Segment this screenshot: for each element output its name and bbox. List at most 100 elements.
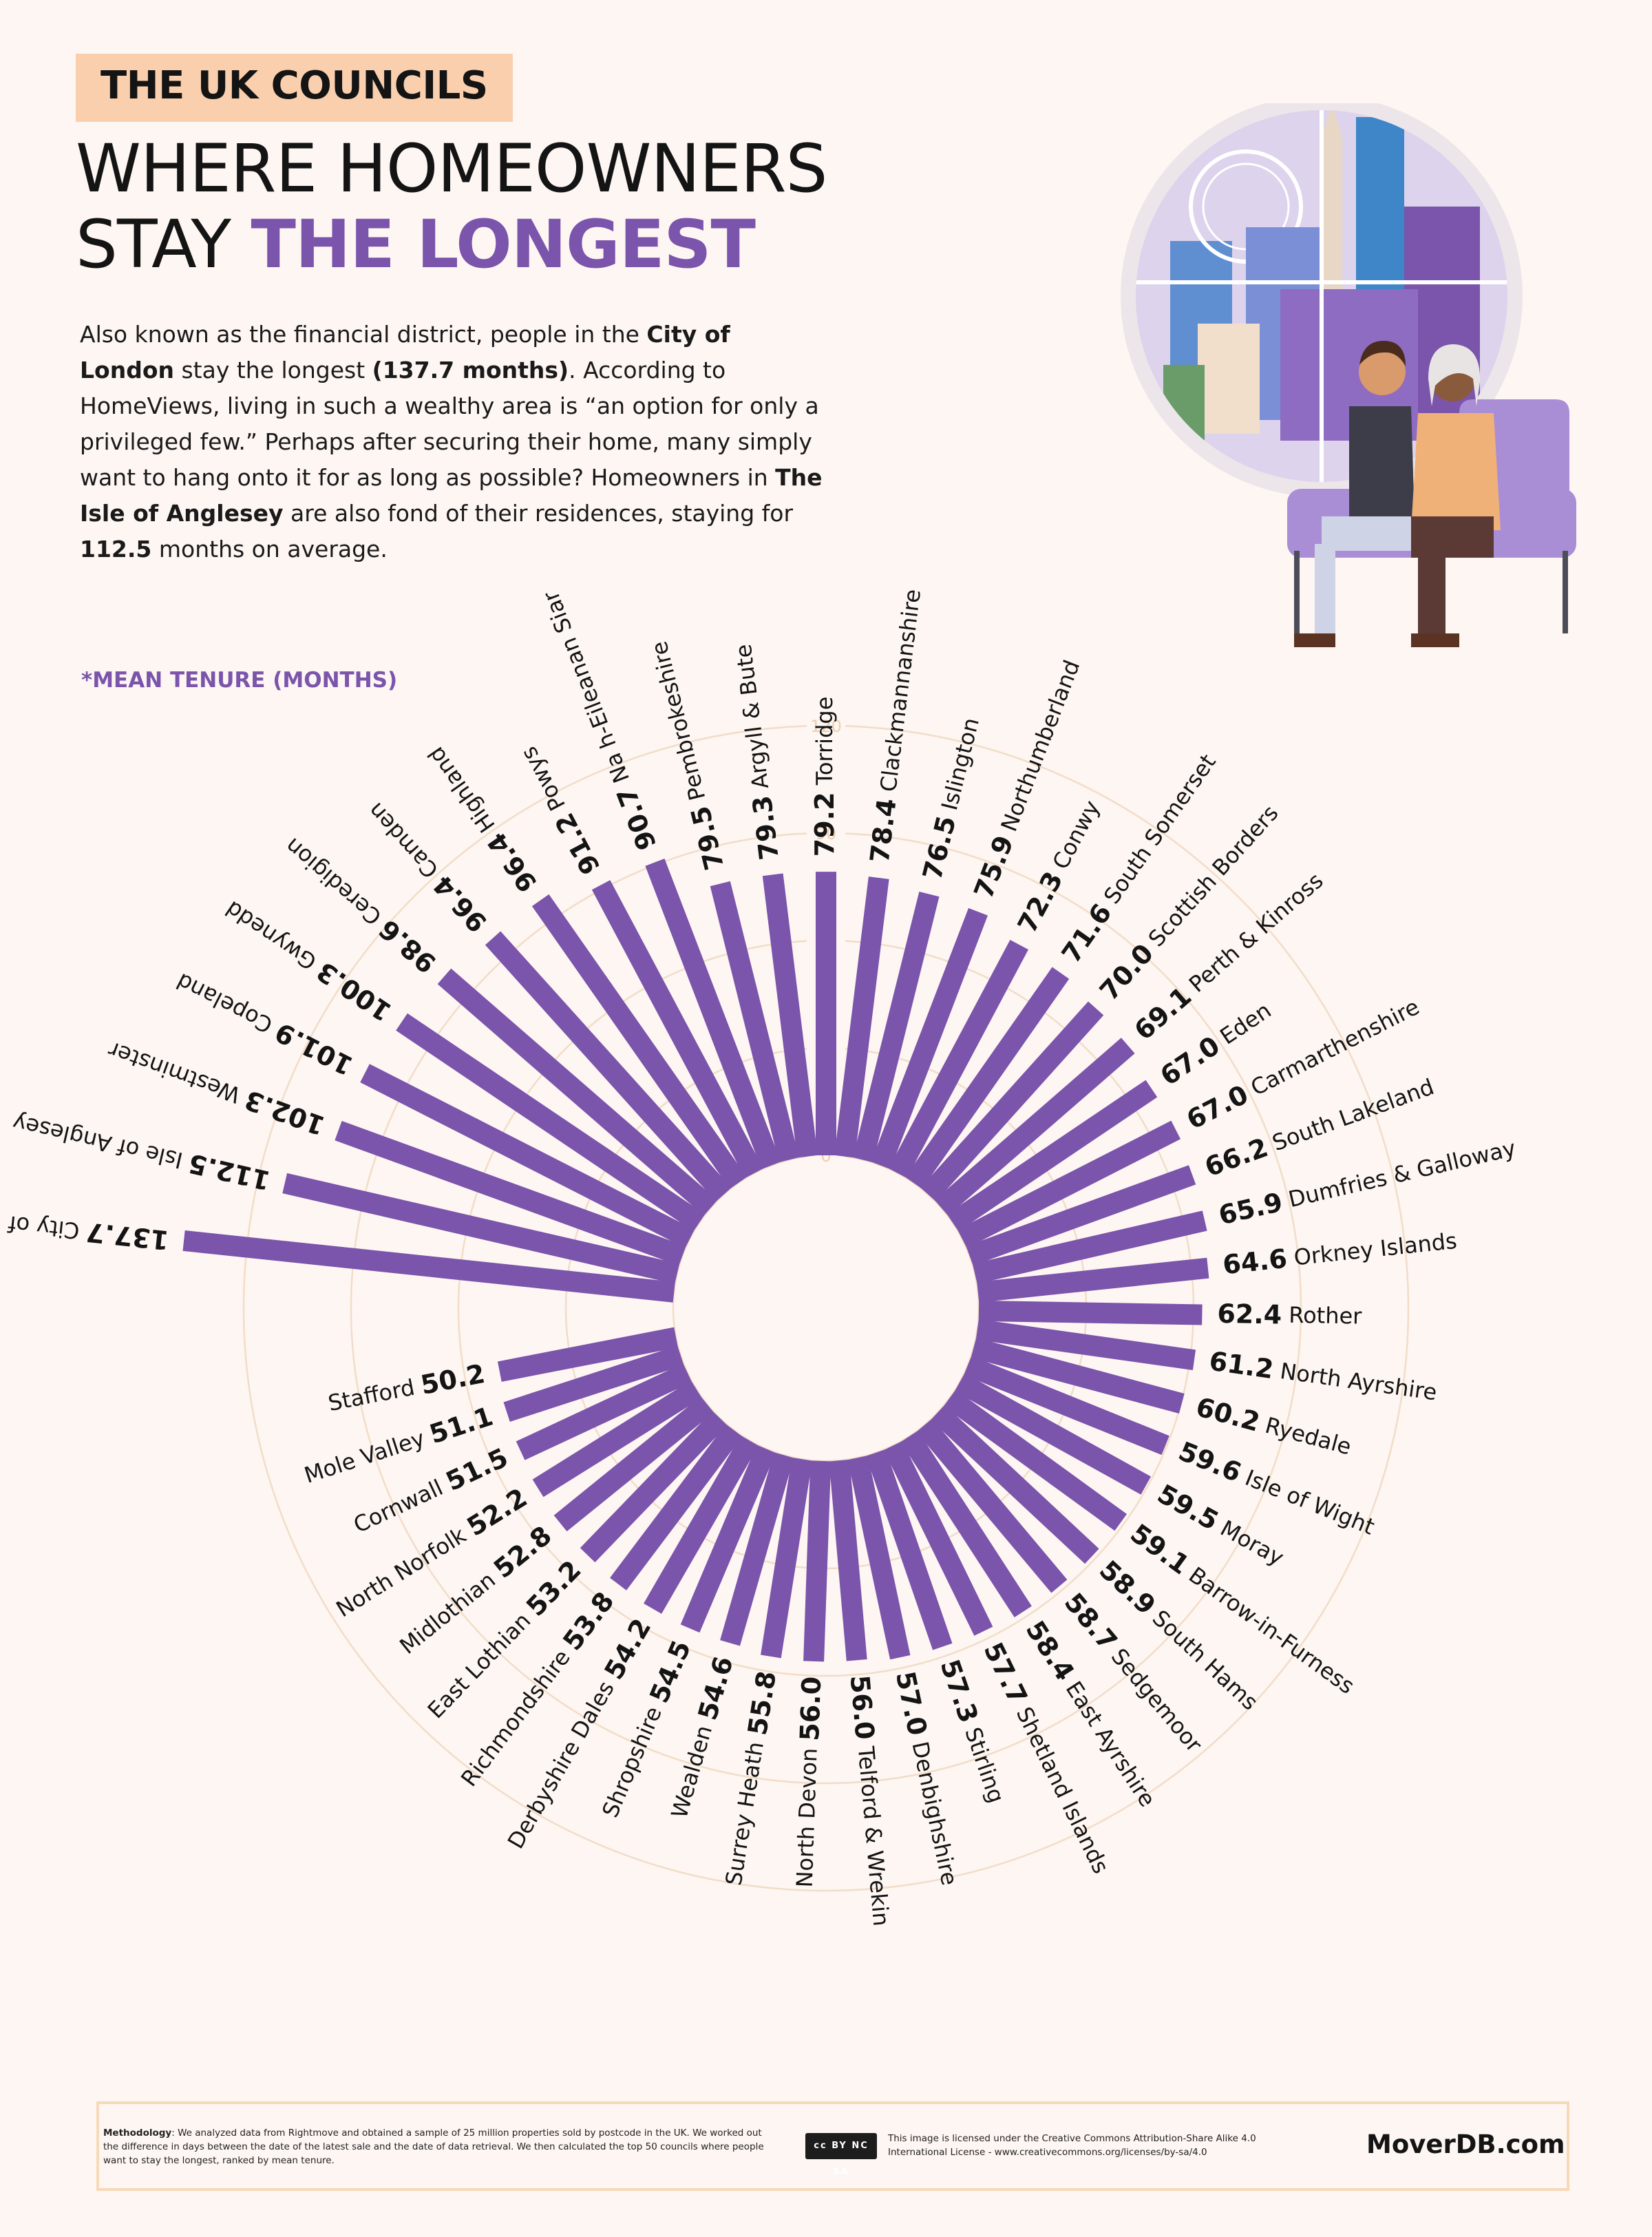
bar-label-group: 78.4 Clackmannanshire: [864, 587, 926, 864]
bar: [905, 967, 1070, 1189]
bar-category-label: Argyll & Bute: [730, 643, 775, 797]
bar: [182, 1230, 675, 1303]
bar-value-label: 90.7: [611, 783, 662, 854]
bar: [761, 1457, 813, 1659]
bar-value-label: 57.3: [935, 1655, 984, 1726]
bar: [503, 1345, 684, 1422]
bar-value-label: 54.6: [692, 1653, 739, 1723]
bar-value-label: 62.4: [1217, 1298, 1282, 1330]
bar: [803, 1460, 832, 1662]
bar-category-label: Ceredigion: [280, 832, 392, 934]
bar-value-label: 101.9: [270, 1017, 357, 1082]
bar: [871, 907, 988, 1170]
bar-value-label: 67.0: [1182, 1079, 1253, 1135]
bar: [920, 1001, 1104, 1202]
bar-category-label: City of London: [0, 1201, 87, 1245]
bar-category-label: Eden: [1209, 997, 1275, 1053]
bar: [964, 1356, 1169, 1456]
bar-category-label: Westminster: [104, 1036, 250, 1111]
bar: [946, 1080, 1158, 1232]
bar-label: 62.4 Rother: [1217, 1298, 1363, 1331]
bar: [396, 1013, 706, 1232]
bar: [900, 1431, 1032, 1618]
couple-illustration: [1121, 103, 1576, 647]
bar: [883, 1440, 993, 1636]
intro-text-3: . According to HomeViews, living in such…: [80, 357, 819, 491]
license-text: This image is licensed under the Creativ…: [888, 2133, 1256, 2158]
bar-category-label: Shropshire: [597, 1697, 670, 1822]
bar-value-label: 137.7: [85, 1217, 170, 1256]
bar-value-label: 91.2: [549, 808, 606, 879]
bar: [847, 1456, 911, 1660]
grid-tick-bg: [807, 716, 845, 735]
bar-category-label: Cornwall: [350, 1471, 454, 1538]
bar-value-label: 56.0: [845, 1674, 880, 1741]
bars-layer: [182, 859, 1209, 1662]
bar-value-label: 56.0: [794, 1676, 827, 1741]
methodology-label: Methodology: [103, 2128, 172, 2139]
intro-bold-3: The Isle of Anglesey: [80, 464, 823, 527]
bar-value-label: 72.3: [1011, 866, 1068, 937]
bar-category-label: Copeland: [172, 968, 283, 1042]
bar: [975, 1319, 1196, 1371]
bar-category-label: Na h-Eileanan Siar: [538, 587, 637, 792]
bar: [762, 873, 818, 1158]
bar-label: 57.7 Shetland Islands: [978, 1637, 1116, 1878]
methodology-note: Methodology: We analyzed data from Right…: [103, 2126, 778, 2167]
bar: [834, 876, 889, 1158]
man-icon: [1359, 348, 1406, 395]
bar: [485, 931, 732, 1202]
bar-value-label: 59.6: [1174, 1436, 1245, 1488]
bar-label-group: 79.2 Torridge: [809, 697, 840, 857]
bar-value-label: 66.2: [1200, 1132, 1271, 1182]
bar-label-group: 64.6 Orkney Islands: [1221, 1225, 1458, 1280]
grid-tick-label: 120: [810, 717, 842, 736]
bar: [360, 1064, 695, 1248]
bar: [978, 1300, 1203, 1325]
bar: [931, 1405, 1099, 1564]
bar-category-label: Conwy: [1044, 796, 1105, 880]
brand-logo: MoverDB.com: [1366, 2130, 1565, 2159]
bar-category-label: Stafford: [326, 1373, 423, 1416]
bar-category-label: Pembrokeshire: [646, 639, 712, 810]
bar-label-group: 61.2 North Ayrshire: [1207, 1345, 1439, 1405]
bar-category-label: Northumberland: [993, 656, 1085, 841]
bar-category-label: Telford & Wrekin: [852, 1739, 895, 1927]
bar: [977, 1257, 1209, 1303]
unit-label: *MEAN TENURE (MONTHS): [81, 668, 398, 693]
intro-text-1: Also known as the financial district, pe…: [80, 321, 647, 348]
bar: [335, 1121, 686, 1266]
bar: [888, 939, 1028, 1179]
title-plain: STAY: [76, 206, 251, 283]
bar-category-label: South Lakeland: [1262, 1073, 1437, 1159]
bar-category-label: Camden: [363, 797, 448, 888]
bar-value-label: 75.9: [968, 831, 1019, 902]
bar-label: Surrey Heath 55.8: [718, 1669, 782, 1888]
bar-label: 112.5 Isle of Anglesey: [10, 1107, 273, 1196]
bar-value-label: 64.6: [1221, 1243, 1289, 1280]
category-tag: THE UK COUNCILS: [76, 54, 513, 122]
intro-bold-4: 112.5: [80, 536, 152, 563]
cc-license-icon: cc BY NC SA: [805, 2133, 877, 2177]
bar-value-label: 54.5: [644, 1636, 697, 1708]
bar-label: 137.7 City of London: [0, 1199, 170, 1256]
bar-value-label: 55.8: [742, 1669, 782, 1737]
grid-tick-label: 90: [816, 824, 837, 843]
bar-category-label: Denbighshire: [905, 1732, 962, 1888]
bar-category-label: Ryedale: [1256, 1410, 1354, 1460]
bar: [580, 1411, 728, 1563]
bar-value-label: 79.5: [685, 803, 730, 873]
page-title-line1: WHERE HOMEOWNERS: [76, 130, 827, 207]
bar-label-group: North Devon 56.0: [792, 1676, 827, 1888]
bar: [954, 1373, 1152, 1495]
bar: [829, 1459, 867, 1661]
bar-label-group: 71.6 South Somerset: [1055, 749, 1220, 968]
bar-label: 64.6 Orkney Islands: [1221, 1225, 1458, 1279]
bar-value-label: 76.5: [917, 812, 962, 883]
title-accent: THE LONGEST: [251, 206, 756, 283]
bar: [680, 1445, 776, 1633]
bar-value-label: 60.2: [1193, 1391, 1263, 1438]
bar: [610, 1424, 743, 1590]
